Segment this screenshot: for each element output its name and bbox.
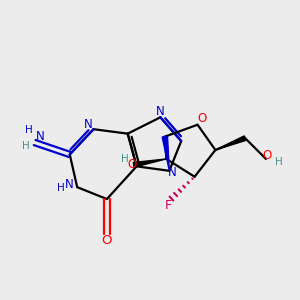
Text: N: N (36, 130, 44, 142)
Text: N: N (84, 118, 93, 131)
Polygon shape (215, 136, 246, 150)
Text: O: O (263, 149, 272, 162)
Polygon shape (133, 159, 166, 167)
Text: O: O (102, 234, 112, 247)
Text: N: N (156, 106, 165, 118)
Text: O: O (197, 112, 207, 125)
Text: H: H (274, 157, 282, 167)
Text: H: H (57, 183, 65, 193)
Text: N: N (64, 178, 73, 191)
Text: H: H (122, 154, 129, 164)
Text: F: F (164, 200, 171, 212)
Text: O: O (128, 158, 137, 171)
Text: H: H (22, 140, 30, 151)
Text: H: H (26, 125, 33, 135)
Polygon shape (162, 136, 169, 171)
Text: N: N (168, 166, 177, 179)
